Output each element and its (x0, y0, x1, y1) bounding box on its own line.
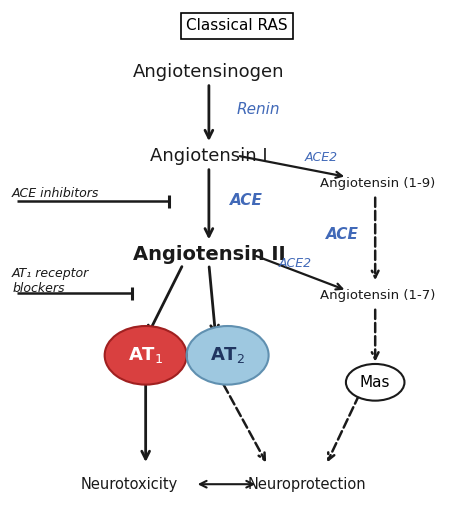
Text: Mas: Mas (360, 375, 391, 390)
Ellipse shape (187, 326, 269, 385)
Ellipse shape (346, 364, 404, 401)
Text: Renin: Renin (237, 102, 281, 117)
Text: AT$_2$: AT$_2$ (210, 346, 245, 365)
Ellipse shape (111, 331, 181, 380)
Ellipse shape (194, 331, 261, 380)
Text: ACE inhibitors: ACE inhibitors (12, 187, 100, 200)
Text: AT₁ receptor
blockers: AT₁ receptor blockers (12, 267, 90, 296)
Text: AT$_1$: AT$_1$ (128, 346, 163, 365)
Text: Classical RAS: Classical RAS (186, 18, 288, 33)
Text: ACE2: ACE2 (305, 151, 338, 164)
Text: ACE: ACE (230, 193, 263, 208)
Text: Angiotensin (1-7): Angiotensin (1-7) (320, 289, 435, 302)
Text: Neuroprotection: Neuroprotection (248, 477, 366, 492)
Text: ACE2: ACE2 (279, 257, 312, 270)
Ellipse shape (105, 326, 187, 385)
Text: Angiotensin (1-9): Angiotensin (1-9) (320, 177, 435, 190)
Text: Neurotoxicity: Neurotoxicity (81, 477, 178, 492)
Text: Angiotensin I: Angiotensin I (150, 147, 268, 165)
Text: Angiotensin II: Angiotensin II (133, 246, 285, 265)
Text: ACE: ACE (326, 227, 359, 242)
Text: Angiotensinogen: Angiotensinogen (133, 62, 285, 80)
